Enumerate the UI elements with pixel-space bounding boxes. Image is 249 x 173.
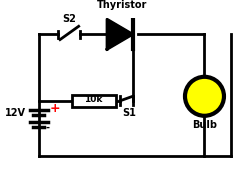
Polygon shape [107,19,133,49]
Text: S2: S2 [62,14,76,24]
Text: -: - [46,122,50,132]
Bar [71,94,116,107]
Text: S1: S1 [122,108,136,118]
Text: +: + [49,102,60,115]
Text: Thyristor: Thyristor [97,0,148,10]
Text: 10k: 10k [84,95,103,104]
Text: 12V: 12V [5,108,26,118]
Text: Bulb: Bulb [192,120,217,130]
Circle shape [185,77,224,116]
